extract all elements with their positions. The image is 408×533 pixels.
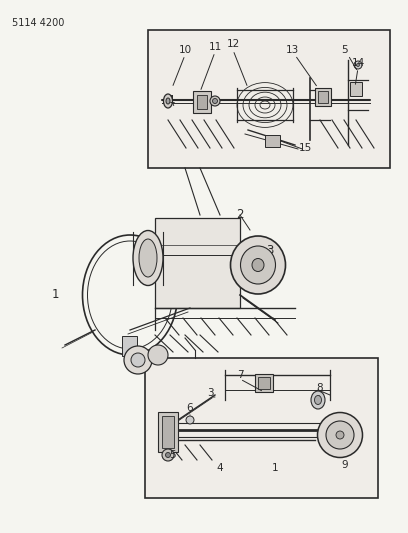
Text: 3: 3	[266, 244, 274, 256]
Bar	[155, 218, 240, 308]
Bar	[350, 82, 362, 96]
Ellipse shape	[124, 346, 152, 374]
Ellipse shape	[210, 96, 220, 106]
Text: 12: 12	[226, 39, 239, 49]
Text: 14: 14	[351, 58, 365, 68]
Ellipse shape	[131, 353, 145, 367]
Bar	[318, 91, 328, 103]
Text: 6: 6	[187, 403, 193, 413]
Text: 7: 7	[237, 370, 243, 380]
Text: 8: 8	[317, 383, 323, 393]
Ellipse shape	[148, 345, 168, 365]
Bar	[315, 88, 331, 106]
Ellipse shape	[354, 61, 362, 69]
Bar	[158, 412, 178, 452]
Text: 13: 13	[285, 45, 299, 55]
Text: 10: 10	[178, 45, 192, 55]
Text: 15: 15	[298, 143, 312, 153]
Text: 11: 11	[208, 42, 222, 52]
Ellipse shape	[336, 431, 344, 439]
Bar	[148, 30, 390, 168]
Text: 9: 9	[341, 460, 348, 470]
Bar	[193, 91, 211, 113]
Ellipse shape	[252, 259, 264, 271]
Ellipse shape	[166, 98, 170, 104]
Bar	[145, 358, 378, 498]
Ellipse shape	[317, 413, 362, 457]
Ellipse shape	[231, 236, 286, 294]
Text: 5114 4200: 5114 4200	[12, 18, 64, 28]
Ellipse shape	[166, 453, 171, 457]
Ellipse shape	[164, 94, 173, 108]
Ellipse shape	[315, 395, 322, 405]
Text: 1: 1	[51, 288, 59, 302]
Text: 1: 1	[272, 463, 278, 473]
Ellipse shape	[213, 99, 217, 103]
Bar	[255, 374, 273, 392]
Text: 2: 2	[236, 208, 244, 222]
Ellipse shape	[326, 421, 354, 449]
Ellipse shape	[133, 230, 163, 286]
Ellipse shape	[357, 63, 359, 67]
Text: 5: 5	[341, 45, 348, 55]
Ellipse shape	[186, 416, 194, 424]
Text: 1: 1	[169, 95, 175, 105]
Bar	[122, 336, 137, 356]
Bar	[162, 416, 174, 448]
Text: 4: 4	[217, 463, 223, 473]
Text: 3: 3	[207, 388, 213, 398]
Ellipse shape	[162, 449, 174, 461]
Ellipse shape	[139, 239, 157, 277]
Bar	[265, 135, 280, 147]
Ellipse shape	[240, 246, 275, 284]
Text: 5: 5	[169, 450, 175, 460]
Bar	[197, 95, 207, 109]
Ellipse shape	[311, 391, 325, 409]
Bar	[258, 377, 270, 389]
